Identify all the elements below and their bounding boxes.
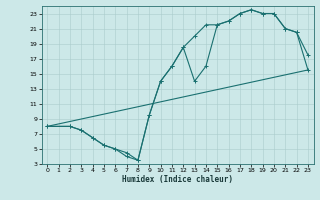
X-axis label: Humidex (Indice chaleur): Humidex (Indice chaleur) [122, 175, 233, 184]
